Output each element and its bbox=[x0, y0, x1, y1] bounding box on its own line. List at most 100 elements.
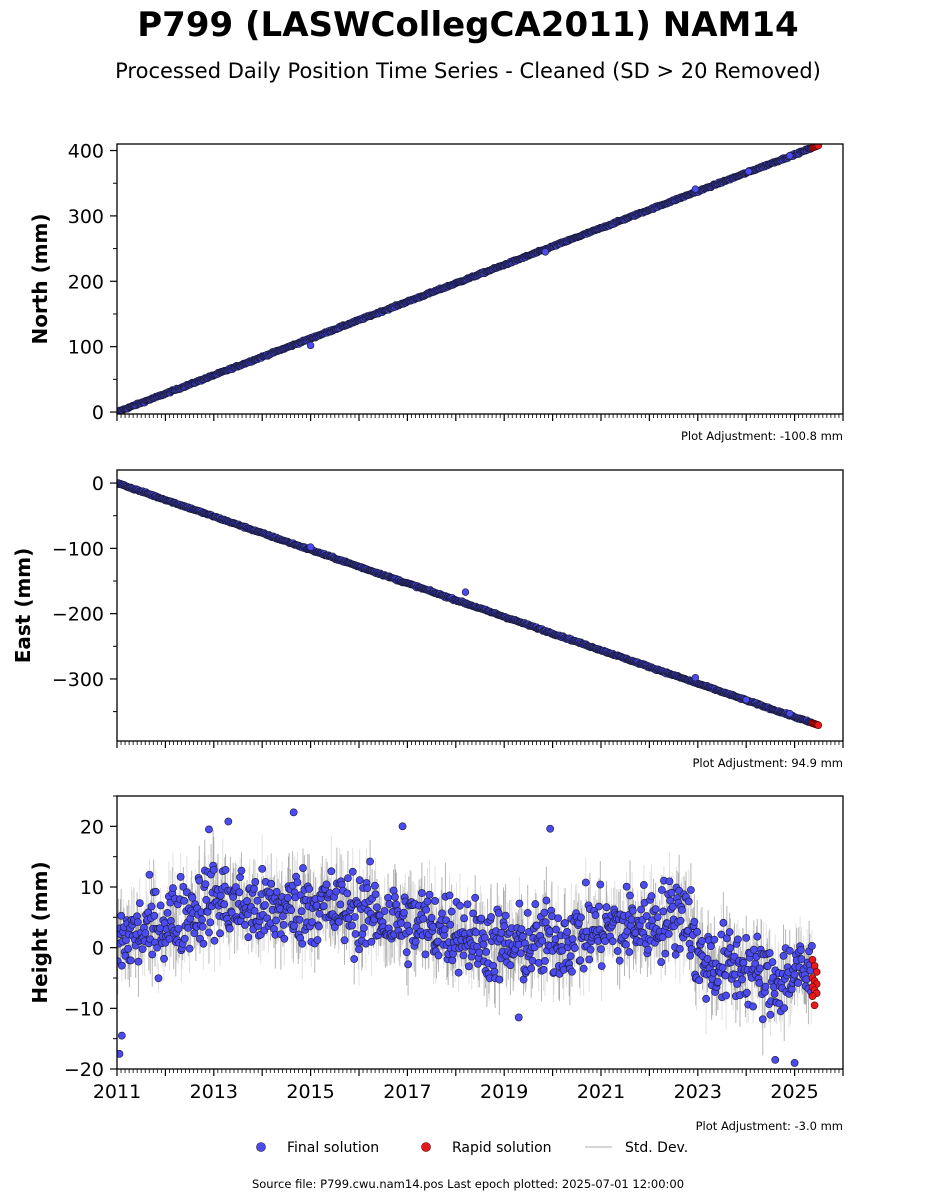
height-final-point bbox=[201, 880, 210, 889]
height-final-point bbox=[160, 954, 168, 963]
height-final-point bbox=[480, 933, 489, 942]
height-final-point bbox=[721, 971, 730, 980]
chart-subtitle: Processed Daily Position Time Series - C… bbox=[115, 59, 821, 83]
height-final-point bbox=[359, 924, 368, 932]
height-final-point bbox=[445, 891, 454, 900]
height-final-point bbox=[475, 948, 484, 957]
height-final-point bbox=[797, 955, 806, 964]
height-final-point bbox=[576, 956, 585, 965]
height-final-point bbox=[644, 945, 652, 954]
height-final-point bbox=[794, 979, 802, 987]
height-final-point bbox=[531, 900, 540, 908]
height-final-point bbox=[299, 864, 307, 872]
height-final-point bbox=[148, 950, 157, 959]
height-xtick-label: 2013 bbox=[190, 1081, 238, 1103]
height-ytick-label: −10 bbox=[64, 998, 104, 1020]
height-final-point bbox=[227, 908, 236, 917]
height-final-point bbox=[608, 937, 617, 946]
height-final-point bbox=[591, 911, 600, 920]
height-final-point bbox=[330, 923, 339, 932]
height-final-point bbox=[138, 945, 147, 953]
height-final-point bbox=[780, 1004, 789, 1013]
height-xtick-label: 2019 bbox=[480, 1081, 528, 1103]
height-final-point bbox=[355, 945, 363, 954]
east-rapid-points bbox=[808, 719, 823, 729]
height-final-point bbox=[726, 944, 735, 952]
east-ytick-label: −200 bbox=[52, 604, 104, 626]
north-ytick-label: 100 bbox=[68, 337, 104, 359]
height-final-point bbox=[749, 945, 758, 954]
height-final-point bbox=[153, 943, 162, 952]
height-final-point bbox=[479, 940, 488, 949]
height-final-point bbox=[570, 944, 579, 953]
north-final-points bbox=[117, 144, 816, 414]
height-final-point bbox=[198, 922, 207, 931]
height-final-point bbox=[209, 865, 218, 874]
height-rapid-point bbox=[808, 992, 817, 1001]
height-final-point bbox=[126, 956, 135, 965]
height-final-point bbox=[802, 975, 811, 984]
east-outlier-point bbox=[742, 696, 750, 704]
height-final-point bbox=[477, 914, 486, 923]
height-final-point bbox=[402, 948, 411, 957]
height-final-point bbox=[135, 899, 144, 908]
east-plot-adjustment: Plot Adjustment: 94.9 mm bbox=[692, 756, 843, 770]
height-final-point bbox=[185, 944, 194, 953]
height-final-point bbox=[297, 907, 306, 916]
height-final-point bbox=[758, 1015, 767, 1024]
height-final-point bbox=[133, 918, 142, 927]
height-final-point bbox=[251, 878, 260, 886]
height-final-point bbox=[190, 929, 199, 938]
height-xtick-label: 2015 bbox=[286, 1081, 334, 1103]
height-final-point bbox=[501, 911, 510, 920]
height-final-point bbox=[418, 889, 426, 897]
height-final-point bbox=[563, 928, 572, 936]
height-final-point bbox=[405, 927, 414, 935]
height-final-point bbox=[627, 915, 636, 924]
height-final-point bbox=[722, 934, 731, 943]
height-ytick-label: 20 bbox=[80, 816, 104, 838]
east-outlier-point bbox=[306, 543, 315, 551]
height-final-point bbox=[490, 967, 499, 976]
height-final-point bbox=[150, 911, 159, 920]
north-ylabel: North (mm) bbox=[28, 213, 52, 344]
height-outlier-point bbox=[224, 817, 233, 826]
height-final-point bbox=[336, 900, 345, 909]
height-final-point bbox=[738, 975, 746, 984]
height-final-point bbox=[465, 962, 473, 971]
height-final-point bbox=[517, 925, 526, 933]
height-final-point bbox=[298, 939, 307, 948]
legend-rapid-marker bbox=[421, 1142, 431, 1152]
height-xtick-label: 2021 bbox=[577, 1081, 625, 1103]
height-final-point bbox=[657, 886, 666, 894]
height-final-point bbox=[602, 903, 611, 912]
height-final-point bbox=[198, 915, 206, 924]
height-xtick-label: 2025 bbox=[770, 1081, 818, 1103]
height-final-point bbox=[322, 880, 331, 889]
height-final-point bbox=[448, 956, 457, 965]
height-final-point bbox=[287, 906, 296, 915]
height-final-point bbox=[267, 879, 276, 888]
height-final-point bbox=[456, 901, 464, 910]
height-ytick-label: −20 bbox=[64, 1059, 104, 1081]
north-outlier-point bbox=[691, 185, 700, 193]
height-final-point bbox=[340, 936, 349, 945]
height-final-point bbox=[693, 927, 702, 936]
height-final-point bbox=[577, 913, 585, 922]
height-final-point bbox=[742, 934, 751, 942]
height-final-point bbox=[174, 924, 183, 933]
height-final-point bbox=[796, 946, 805, 954]
height-final-point bbox=[236, 873, 244, 882]
height-final-point bbox=[753, 932, 762, 941]
height-outlier-point bbox=[771, 1056, 780, 1064]
height-final-point bbox=[216, 891, 225, 900]
height-outlier-point bbox=[514, 1013, 523, 1022]
height-final-point bbox=[541, 918, 550, 927]
height-final-point bbox=[147, 902, 156, 911]
height-final-point bbox=[552, 925, 560, 934]
height-final-point bbox=[400, 908, 408, 917]
height-final-point bbox=[163, 909, 172, 917]
height-final-point bbox=[585, 955, 594, 964]
height-final-point bbox=[717, 930, 726, 939]
